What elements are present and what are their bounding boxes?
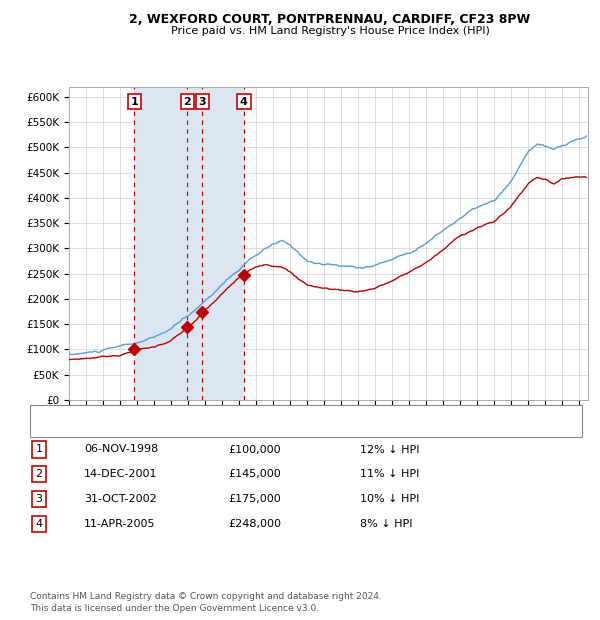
Text: 06-NOV-1998: 06-NOV-1998 <box>84 445 158 454</box>
Text: £145,000: £145,000 <box>228 469 281 479</box>
Text: 11-APR-2005: 11-APR-2005 <box>84 519 155 529</box>
Text: 10% ↓ HPI: 10% ↓ HPI <box>360 494 419 504</box>
Text: 12% ↓ HPI: 12% ↓ HPI <box>360 445 419 454</box>
Text: 11% ↓ HPI: 11% ↓ HPI <box>360 469 419 479</box>
Text: £100,000: £100,000 <box>228 445 281 454</box>
Text: £248,000: £248,000 <box>228 519 281 529</box>
Text: 3: 3 <box>35 494 43 504</box>
Text: 31-OCT-2002: 31-OCT-2002 <box>84 494 157 504</box>
Text: 2: 2 <box>184 97 191 107</box>
Text: 2, WEXFORD COURT, PONTPRENNAU, CARDIFF, CF23 8PW (detached house): 2, WEXFORD COURT, PONTPRENNAU, CARDIFF, … <box>71 409 467 419</box>
Text: 2, WEXFORD COURT, PONTPRENNAU, CARDIFF, CF23 8PW: 2, WEXFORD COURT, PONTPRENNAU, CARDIFF, … <box>130 14 530 26</box>
Text: Price paid vs. HM Land Registry's House Price Index (HPI): Price paid vs. HM Land Registry's House … <box>170 26 490 36</box>
Text: 8% ↓ HPI: 8% ↓ HPI <box>360 519 413 529</box>
Text: 14-DEC-2001: 14-DEC-2001 <box>84 469 157 479</box>
Text: 3: 3 <box>199 97 206 107</box>
Text: HPI: Average price, detached house, Cardiff: HPI: Average price, detached house, Card… <box>71 424 299 434</box>
Text: 1: 1 <box>131 97 139 107</box>
Text: 2: 2 <box>35 469 43 479</box>
Text: £175,000: £175,000 <box>228 494 281 504</box>
Text: 1: 1 <box>35 445 43 454</box>
Text: Contains HM Land Registry data © Crown copyright and database right 2024.
This d: Contains HM Land Registry data © Crown c… <box>30 591 382 613</box>
Bar <box>134 87 244 400</box>
Text: 4: 4 <box>35 519 43 529</box>
Text: 4: 4 <box>240 97 248 107</box>
